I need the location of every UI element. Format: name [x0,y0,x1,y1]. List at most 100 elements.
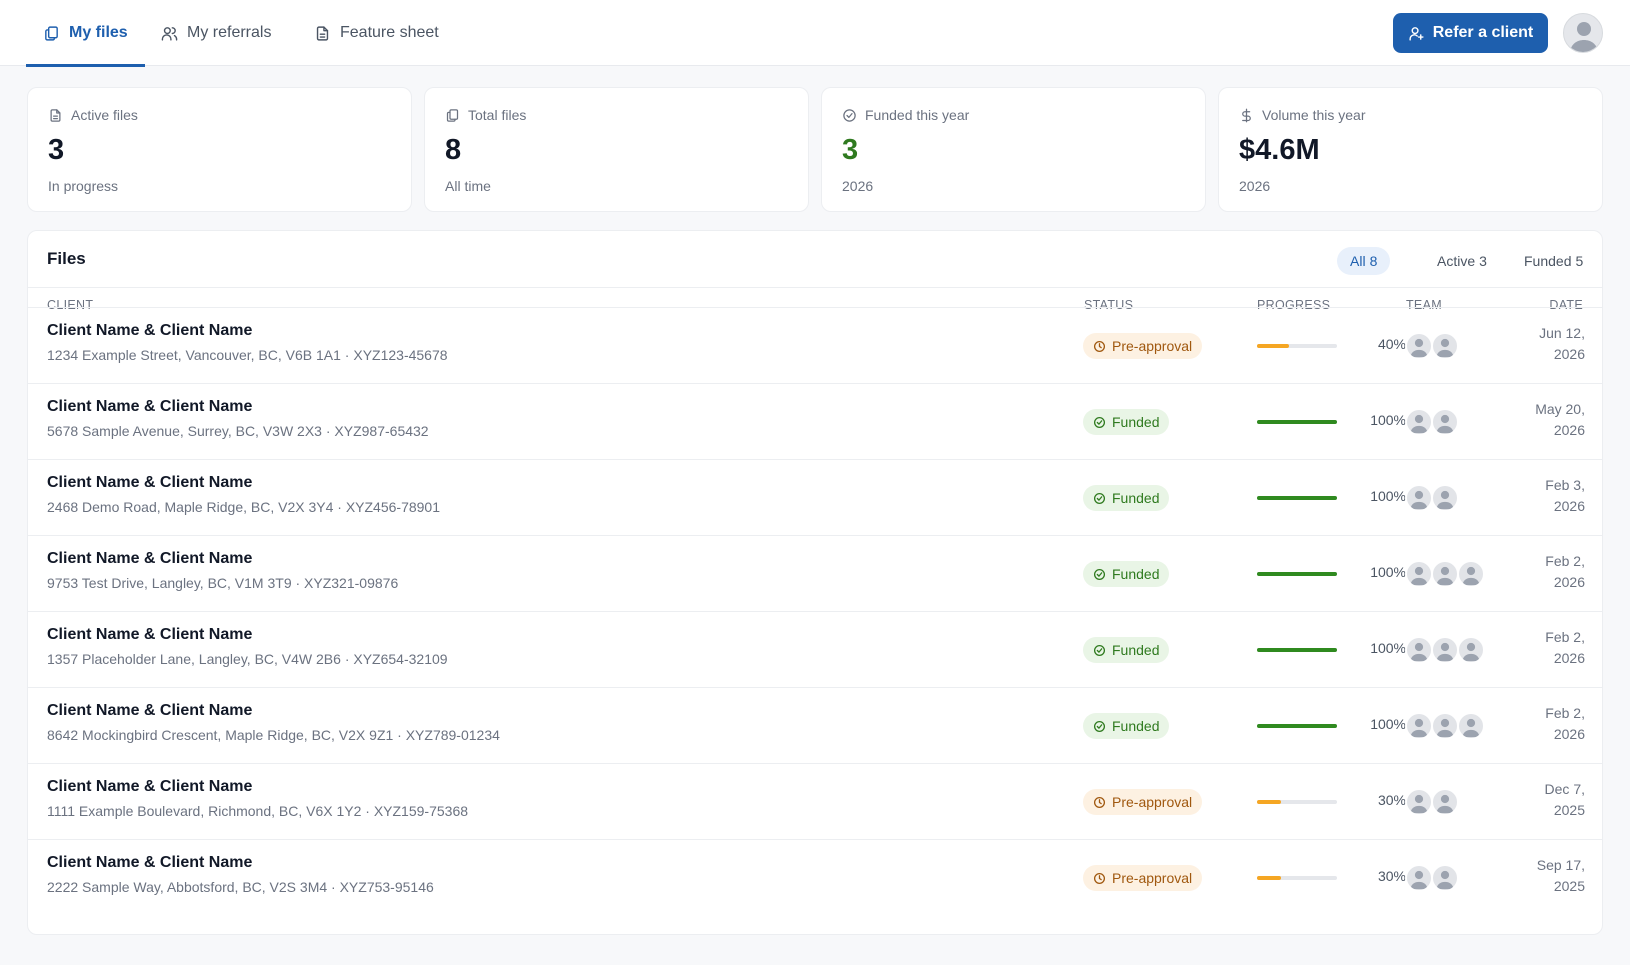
stat-subtext: 2026 [842,178,874,194]
progress-fill [1257,572,1337,576]
team-avatars [1405,636,1485,664]
stat-value: 3 [842,134,859,166]
table-row[interactable]: Client Name & Client Name 8642 Mockingbir… [28,687,1602,763]
progress-fill [1257,648,1337,652]
stat-card-active-files: Active files 3 In progress [27,87,412,212]
column-header-client: CLIENT [47,298,94,312]
person-icon [1410,490,1428,510]
filter-count: 3 [1479,253,1487,269]
client-address: 9753 Test Drive, Langley, BC, V1M 3T9 · … [47,575,399,591]
client-address: 2222 Sample Way, Abbotsford, BC, V2S 3M4… [47,879,434,895]
document-icon [50,108,61,122]
status-badge: Pre-approval [1083,865,1203,891]
progress-percent: 30% [1377,792,1406,808]
person-icon [1462,718,1480,738]
refer-client-button[interactable]: Refer a client [1393,13,1548,53]
stat-card-total-files: Total files 8 All time [424,87,809,212]
team-avatars [1405,332,1459,360]
tab-feature-sheet[interactable]: Feature sheet [314,0,439,66]
check-circle-icon [1093,492,1106,504]
files-icon [45,25,58,41]
table-row[interactable]: Client Name & Client Name 2468 Demo Road,… [28,459,1602,535]
person-icon [1436,870,1454,890]
file-date: Feb 2, 2026 [1505,703,1585,745]
filter-label: Funded [1524,253,1572,269]
team-member-avatar[interactable] [1405,332,1433,360]
team-avatars [1405,864,1459,892]
date-line: Sep 17, [1536,857,1585,873]
stat-card-volume-this-year: Volume this year $4.6M 2026 [1218,87,1603,212]
table-row[interactable]: Client Name & Client Name 9753 Test Drive… [28,535,1602,611]
clock-icon [1093,340,1106,352]
person-icon [1436,718,1454,738]
team-member-avatar[interactable] [1405,712,1433,740]
status-badge: Pre-approval [1083,333,1203,359]
date-line: Dec 7, [1544,781,1585,797]
filter-active[interactable]: Active 3 [1424,247,1500,275]
team-member-avatar[interactable] [1405,864,1433,892]
person-icon [1410,870,1428,890]
status-label: Pre-approval [1112,870,1193,886]
team-member-avatar[interactable] [1405,484,1433,512]
tab-my-files[interactable]: My files [26,0,145,67]
team-member-avatar[interactable] [1431,560,1459,588]
team-member-avatar[interactable] [1405,788,1433,816]
team-member-avatar[interactable] [1431,484,1459,512]
stat-subtext: In progress [48,178,119,194]
stat-label: Active files [71,107,138,123]
table-row[interactable]: Client Name & Client Name 1111 Example Bo… [28,763,1602,839]
clock-icon [1093,796,1106,808]
team-avatars [1405,484,1459,512]
progress-percent: 40% [1377,336,1406,352]
stat-value: $4.6M [1239,134,1320,166]
status-label: Pre-approval [1112,338,1193,354]
team-member-avatar[interactable] [1405,408,1433,436]
team-member-avatar[interactable] [1457,636,1485,664]
file-date: Feb 2, 2026 [1505,551,1585,593]
person-icon [1410,338,1428,358]
tab-my-referrals[interactable]: My referrals [161,0,271,66]
stat-label: Funded this year [865,107,970,123]
team-member-avatar[interactable] [1431,636,1459,664]
filter-label: Active [1437,253,1476,269]
team-member-avatar[interactable] [1431,788,1459,816]
table-row[interactable]: Client Name & Client Name 1357 Placeholde… [28,611,1602,687]
team-avatars [1405,712,1485,740]
client-name: Client Name & Client Name [47,854,253,871]
files-panel: Files All 8 Active 3 Funded 5 CLIENT STA… [27,230,1603,935]
filter-count: 5 [1575,253,1584,269]
team-member-avatar[interactable] [1405,636,1433,664]
file-date: Dec 7, 2025 [1505,779,1585,821]
progress-fill [1257,724,1337,728]
filter-funded[interactable]: Funded 5 [1511,247,1596,275]
table-row[interactable]: Client Name & Client Name 2222 Sample Way… [28,839,1602,915]
column-header-team: TEAM [1406,298,1442,312]
client-name: Client Name & Client Name [47,626,253,643]
client-name: Client Name & Client Name [47,322,253,339]
progress-percent: 100% [1370,564,1406,580]
user-avatar[interactable] [1563,13,1603,53]
team-member-avatar[interactable] [1431,408,1459,436]
file-date: Jun 12, 2026 [1505,323,1585,365]
table-row[interactable]: Client Name & Client Name 5678 Sample Ave… [28,383,1602,459]
stat-subtext: All time [445,178,491,194]
person-icon [1462,566,1480,586]
filter-all[interactable]: All 8 [1337,247,1391,275]
team-member-avatar[interactable] [1405,560,1433,588]
client-address: 8642 Mockingbird Crescent, Maple Ridge, … [47,727,500,743]
person-icon [1462,642,1480,662]
progress-bar [1257,648,1337,652]
team-member-avatar[interactable] [1431,712,1459,740]
team-member-avatar[interactable] [1457,560,1485,588]
team-member-avatar[interactable] [1431,332,1459,360]
team-member-avatar[interactable] [1457,712,1485,740]
column-header-status: STATUS [1084,298,1134,312]
check-circle-icon [1093,644,1106,656]
team-member-avatar[interactable] [1431,864,1459,892]
column-header-progress: PROGRESS [1257,298,1331,312]
client-address: 1357 Placeholder Lane, Langley, BC, V4W … [47,651,448,667]
progress-percent: 100% [1370,412,1406,428]
status-label: Pre-approval [1112,794,1193,810]
tab-label: Feature sheet [340,24,439,41]
table-row[interactable]: Client Name & Client Name 1234 Example St… [28,307,1602,383]
